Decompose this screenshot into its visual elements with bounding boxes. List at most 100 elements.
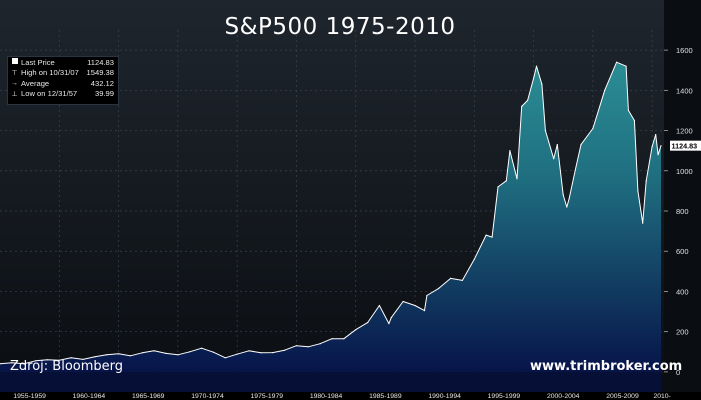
data-point: [355, 329, 357, 331]
data-point: [46, 359, 49, 361]
y-tick-label: 600: [676, 247, 689, 256]
y-tick-label: 1200: [676, 127, 693, 136]
data-point: [423, 310, 426, 312]
x-tick-label: 1995-1999: [488, 393, 521, 400]
data-point: [58, 359, 60, 361]
data-point: [497, 186, 499, 188]
legend-value: 432.12: [90, 78, 114, 88]
x-tick-label: 1955-1959: [13, 393, 46, 400]
data-point: [153, 350, 155, 352]
y-tick-label: 1600: [676, 46, 693, 55]
data-point: [82, 358, 84, 360]
legend-row-low: ⊥ Low on 12/31/57 39.99: [8, 89, 118, 100]
data-point: [307, 346, 309, 348]
x-tick-label: 1990-1994: [428, 393, 461, 400]
data-point: [343, 338, 345, 340]
legend-row-average: → Average 432.12: [8, 78, 118, 89]
low-marker-icon: ⊥: [11, 90, 18, 98]
data-point: [106, 354, 108, 356]
data-point: [284, 349, 286, 351]
data-point: [426, 294, 428, 297]
data-point: [11, 362, 13, 364]
x-tick-label: 1985-1989: [369, 393, 402, 400]
x-tick-label: 1980-1984: [310, 393, 343, 400]
series-area: [0, 62, 661, 372]
data-point: [660, 145, 662, 147]
x-tick-label: 1970-1974: [191, 393, 224, 400]
x-tick-label: 2005-2009: [606, 393, 639, 400]
data-point: [637, 190, 639, 192]
data-point: [236, 353, 238, 355]
y-tick-label: 400: [676, 287, 689, 296]
data-point: [129, 355, 131, 357]
legend-row-last-price: Last Price 1124.83: [8, 57, 118, 68]
source-credit: Zdroj: Bloomberg: [10, 359, 124, 374]
data-point: [491, 236, 493, 238]
data-point: [461, 279, 463, 281]
data-point: [438, 287, 440, 289]
data-point: [657, 154, 659, 156]
data-point: [473, 258, 475, 260]
data-point: [642, 222, 644, 224]
data-point: [165, 352, 167, 354]
data-point: [568, 198, 570, 200]
last-price-tag-label: 1124.83: [672, 142, 698, 151]
data-point: [516, 178, 518, 180]
data-point: [272, 352, 274, 354]
data-point: [574, 170, 576, 172]
legend-value: 39.99: [94, 89, 114, 99]
data-point: [141, 352, 143, 354]
data-point: [414, 304, 416, 307]
legend-value: 1124.83: [87, 57, 114, 67]
data-point: [295, 345, 297, 347]
legend-value: 1549.38: [86, 68, 114, 78]
y-tick-label: 1000: [676, 167, 693, 176]
data-point: [553, 158, 555, 160]
data-point: [616, 61, 618, 63]
data-point: [655, 134, 657, 136]
legend-label: Average: [21, 78, 50, 88]
data-point: [633, 119, 636, 122]
data-point: [533, 77, 535, 79]
data-point: [509, 150, 511, 152]
data-point: [201, 347, 203, 349]
legend-label: Last Price: [21, 57, 55, 67]
data-point: [319, 343, 321, 345]
data-point: [378, 304, 380, 307]
y-axis-strip: [664, 0, 701, 400]
y-tick-label: 1400: [676, 86, 693, 95]
website-link[interactable]: www.trimbroker.com: [530, 359, 683, 374]
baseline-fill: [0, 371, 662, 392]
data-point: [562, 194, 564, 196]
data-point: [566, 206, 568, 208]
data-point: [212, 351, 214, 353]
high-marker-icon: ⊤: [11, 69, 18, 77]
data-point: [390, 317, 392, 319]
average-line-icon: →: [11, 79, 18, 87]
data-point: [645, 180, 647, 182]
y-tick-label: 0: [676, 368, 680, 377]
data-point: [367, 322, 369, 324]
data-point: [35, 360, 37, 362]
last-price-tag: [670, 140, 701, 151]
data-point: [189, 351, 191, 353]
data-point: [541, 83, 543, 85]
data-point: [627, 109, 630, 111]
data-point: [388, 323, 390, 325]
data-point: [450, 277, 452, 279]
data-point: [651, 146, 653, 148]
data-point: [485, 234, 487, 236]
data-point: [402, 300, 404, 303]
x-tick-label: 1965-1969: [132, 393, 165, 400]
x-tick-label: 2010-: [653, 393, 670, 400]
data-point: [0, 363, 1, 365]
data-point: [535, 65, 538, 67]
data-point: [604, 89, 606, 91]
x-tick-label: 2000-2004: [547, 393, 580, 400]
data-point: [224, 357, 226, 359]
legend-label: Low on 12/31/57: [21, 89, 78, 99]
data-point: [592, 127, 594, 130]
data-point: [544, 130, 547, 132]
